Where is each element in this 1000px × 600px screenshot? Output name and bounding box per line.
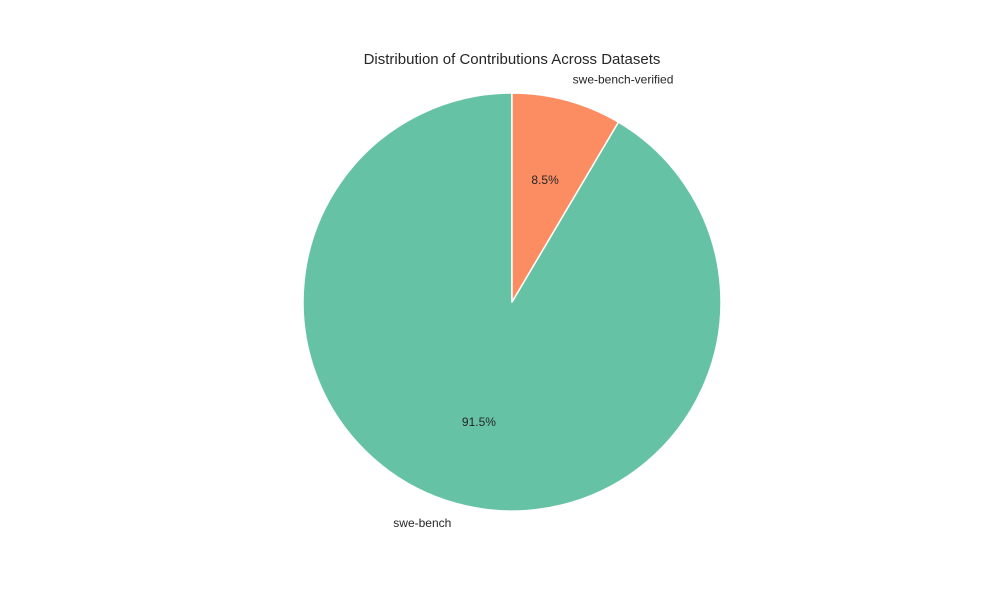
pie-slices [302,92,722,512]
percent-label-swe-bench: 91.5% [462,415,496,429]
percent-label-swe-bench-verified: 8.5% [531,173,559,187]
pie-slice-swe-bench-verified [511,92,620,303]
slice-label-swe-bench-verified: swe-bench-verified [573,72,674,86]
pie-labels: swe-bench 91.5% swe-bench-verified 8.5% [393,72,673,530]
chart-title: Distribution of Contributions Across Dat… [364,51,661,68]
slice-label-swe-bench: swe-bench [393,516,451,530]
